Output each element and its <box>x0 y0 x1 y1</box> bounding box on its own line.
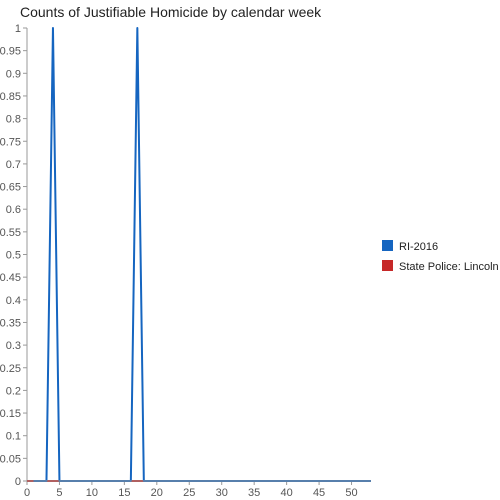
y-tick-label: 0.65 <box>0 182 21 194</box>
y-tick-label: 1 <box>15 23 21 35</box>
y-tick-label: 0.85 <box>0 91 21 103</box>
y-tick-label: 0.95 <box>0 46 21 58</box>
x-tick-label: 5 <box>56 487 62 499</box>
y-tick-label: 0.6 <box>6 204 21 216</box>
legend: RI-2016 State Police: Lincoln <box>382 240 499 273</box>
y-tick-label: 0.5 <box>6 250 21 262</box>
legend-label: RI-2016 <box>399 241 438 253</box>
x-tick-label: 35 <box>248 487 260 499</box>
y-tick-label: 0.25 <box>0 363 21 375</box>
y-tick-label: 0.7 <box>6 159 21 171</box>
y-tick-label: 0.4 <box>6 295 21 307</box>
x-tick-label: 50 <box>345 487 357 499</box>
series-line-ri-2016 <box>33 27 371 482</box>
y-tick-label: 0.8 <box>6 114 21 126</box>
y-tick-label: 0.45 <box>0 272 21 284</box>
y-tick-label: 0.9 <box>6 68 21 80</box>
legend-swatch <box>382 240 393 251</box>
x-tick-label: 40 <box>280 487 292 499</box>
y-tick-label: 0.35 <box>0 317 21 329</box>
y-tick-label: 0.3 <box>6 340 21 352</box>
x-tick-label: 10 <box>86 487 98 499</box>
y-tick-label: 0.15 <box>0 408 21 420</box>
chart-title: Counts of Justifiable Homicide by calend… <box>20 4 322 20</box>
x-tick-label: 15 <box>118 487 130 499</box>
plot-area: 0 0.05 0.1 0.15 0.2 0.25 0.3 0.35 0.4 0.45 0.5 0.55… <box>0 23 371 499</box>
legend-label: State Police: Lincoln <box>399 261 499 273</box>
x-tick-label: 20 <box>151 487 163 499</box>
y-tick-label: 0 <box>15 476 21 488</box>
x-tick-label: 25 <box>183 487 195 499</box>
x-tick-label: 30 <box>216 487 228 499</box>
legend-swatch <box>382 260 393 271</box>
x-tick-label: 45 <box>313 487 325 499</box>
y-tick-label: 0.05 <box>0 453 21 465</box>
y-tick-label: 0.1 <box>6 431 21 443</box>
y-tick-label: 0.2 <box>6 385 21 397</box>
y-tick-label: 0.75 <box>0 136 21 148</box>
y-tick-label: 0.55 <box>0 227 21 239</box>
x-tick-label: 0 <box>24 487 30 499</box>
